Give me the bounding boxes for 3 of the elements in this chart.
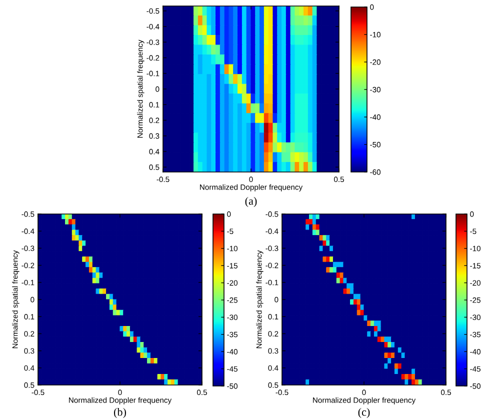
text: (b) bbox=[114, 408, 126, 418]
text: (a) bbox=[245, 196, 257, 208]
text: (c) bbox=[358, 408, 370, 418]
